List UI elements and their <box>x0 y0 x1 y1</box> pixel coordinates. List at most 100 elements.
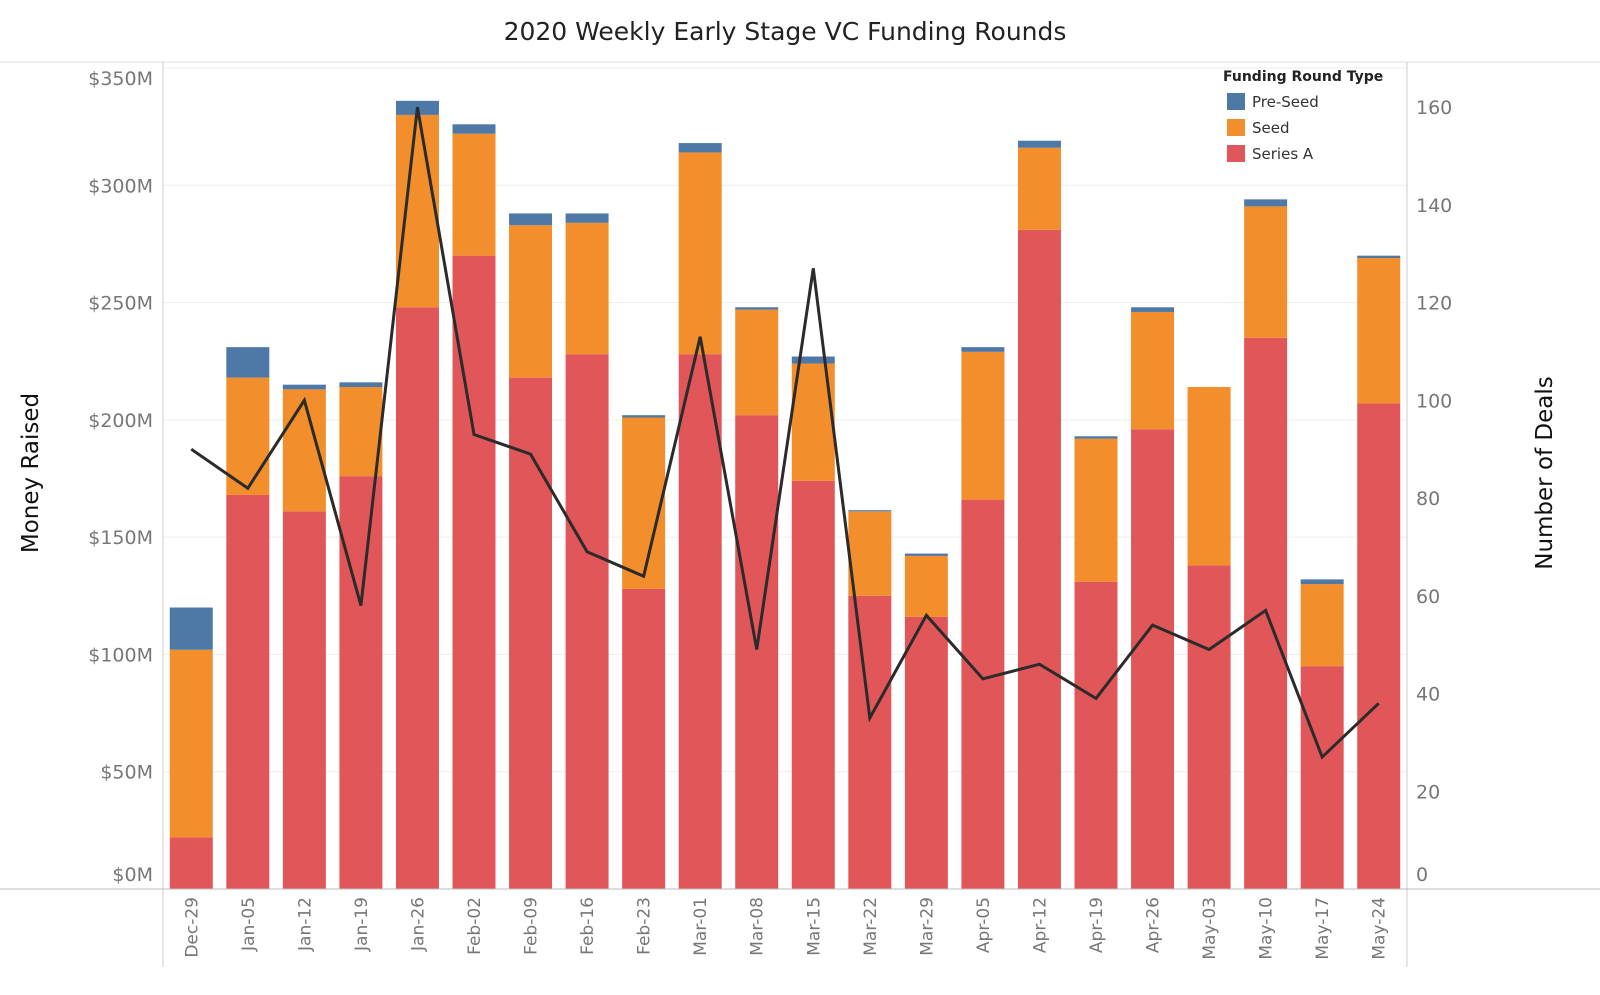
bar-pre-seed <box>452 124 496 134</box>
y2-tick-label: 100 <box>1416 390 1452 412</box>
bar-seed <box>1244 206 1288 338</box>
bar-series-a <box>1131 429 1175 889</box>
bar-seed <box>169 649 213 838</box>
y-tick-label: $100M <box>88 644 153 666</box>
x-tick-label: Mar-29 <box>917 897 937 956</box>
bar-series-a <box>1187 565 1231 889</box>
bar-series-a <box>1074 581 1118 889</box>
x-tick-label: Feb-02 <box>465 897 485 955</box>
x-tick-label: Dec-29 <box>182 897 202 958</box>
bar-pre-seed <box>622 415 666 418</box>
x-tick-label: May-03 <box>1200 897 1220 960</box>
x-tick-label: Apr-12 <box>1030 897 1050 953</box>
bar-seed <box>1017 147 1061 230</box>
x-tick-label: Apr-26 <box>1144 897 1164 953</box>
x-tick-label: Feb-16 <box>578 897 598 955</box>
bar-seed <box>735 309 779 416</box>
legend: Funding Round Type Pre-Seed Seed Series A <box>1223 69 1383 163</box>
y2-tick-label: 120 <box>1416 293 1452 315</box>
y2-tick-label: 40 <box>1416 684 1440 706</box>
deals-line-group <box>190 106 1380 760</box>
bar-pre-seed <box>904 553 948 556</box>
bar-series-a <box>1300 666 1344 889</box>
y-tick-label: $350M <box>88 68 153 90</box>
chart-title: 2020 Weekly Early Stage VC Funding Round… <box>504 17 1067 46</box>
bar-series-a <box>452 255 496 889</box>
bar-seed <box>961 351 1005 500</box>
bar-series-a <box>395 307 439 890</box>
bar-pre-seed <box>735 307 779 310</box>
bar-series-a <box>678 354 722 890</box>
x-tick-label: Mar-08 <box>748 897 768 956</box>
legend-swatch <box>1227 119 1245 136</box>
bar-seed <box>1187 387 1231 566</box>
y2-axis-title: Number of Deals <box>1532 376 1558 570</box>
x-tick-label: Feb-09 <box>522 897 542 955</box>
bar-pre-seed <box>1017 140 1061 148</box>
axes: $0M $50M $100M $150M $200M $250M $300M $350M 0 20… <box>0 62 1600 967</box>
bar-pre-seed <box>282 384 326 390</box>
bar-seed <box>1357 258 1401 404</box>
bar-seed <box>339 387 383 477</box>
legend-item-label: Pre-Seed <box>1252 93 1319 111</box>
bar-series-a <box>622 588 666 889</box>
bars <box>169 100 1401 890</box>
bar-pre-seed <box>565 213 609 223</box>
bar-series-a <box>169 837 213 889</box>
x-tick-label: Jan-12 <box>295 897 315 952</box>
bar-pre-seed <box>791 356 835 364</box>
bar-seed <box>226 377 270 495</box>
x-tick-label: May-10 <box>1257 897 1277 960</box>
bar-pre-seed <box>678 143 722 153</box>
y-tick-label: $200M <box>88 410 153 432</box>
legend-swatch <box>1227 145 1245 162</box>
bar-pre-seed <box>169 607 213 650</box>
bar-pre-seed <box>226 347 270 378</box>
x-tick-label: Jan-05 <box>239 897 259 952</box>
x-tick-label: Apr-19 <box>1087 897 1107 953</box>
legend-item-label: Seed <box>1252 119 1290 137</box>
y2-tick-label: 20 <box>1416 781 1440 803</box>
bar-seed <box>1300 584 1344 667</box>
bar-series-a <box>1357 403 1401 889</box>
y-tick-label: $50M <box>100 762 153 784</box>
y2-tick-label: 160 <box>1416 97 1452 119</box>
bar-pre-seed <box>1131 307 1175 312</box>
bar-series-a <box>282 511 326 889</box>
bar-pre-seed <box>848 510 892 512</box>
x-tick-label: May-17 <box>1313 897 1333 960</box>
bar-seed <box>678 152 722 355</box>
bar-series-a <box>509 377 553 889</box>
y-tick-label: $150M <box>88 527 153 549</box>
bar-pre-seed <box>1300 579 1344 585</box>
bar-pre-seed <box>1074 436 1118 439</box>
x-tick-label: May-24 <box>1370 897 1390 960</box>
bar-seed <box>395 114 439 308</box>
x-tick-label: Feb-23 <box>635 897 655 955</box>
x-tick-label: Jan-19 <box>352 897 372 952</box>
legend-title: Funding Round Type <box>1223 69 1383 85</box>
bar-series-a <box>961 499 1005 889</box>
bar-series-a <box>735 415 779 889</box>
y2-tick-label: 0 <box>1416 864 1428 886</box>
y-tick-label: $0M <box>112 864 153 886</box>
x-tick-label: Mar-15 <box>804 897 824 956</box>
x-tick-label: Mar-01 <box>691 897 711 956</box>
bar-seed <box>509 225 553 378</box>
bar-pre-seed <box>961 347 1005 352</box>
y-axis-title: Money Raised <box>18 393 44 553</box>
y2-tick-label: 60 <box>1416 586 1440 608</box>
bar-seed <box>848 511 892 596</box>
bar-series-a <box>848 595 892 889</box>
bar-series-a <box>791 480 835 889</box>
legend-item-label: Series A <box>1252 145 1314 163</box>
bar-pre-seed <box>1244 199 1288 207</box>
bar-seed <box>1131 311 1175 430</box>
x-tick-label: Apr-05 <box>974 897 994 953</box>
bar-seed <box>904 555 948 617</box>
bar-seed <box>622 417 666 589</box>
bar-pre-seed <box>509 213 553 226</box>
bar-series-a <box>339 476 383 889</box>
bar-pre-seed <box>339 382 383 388</box>
bar-series-a <box>565 354 609 890</box>
